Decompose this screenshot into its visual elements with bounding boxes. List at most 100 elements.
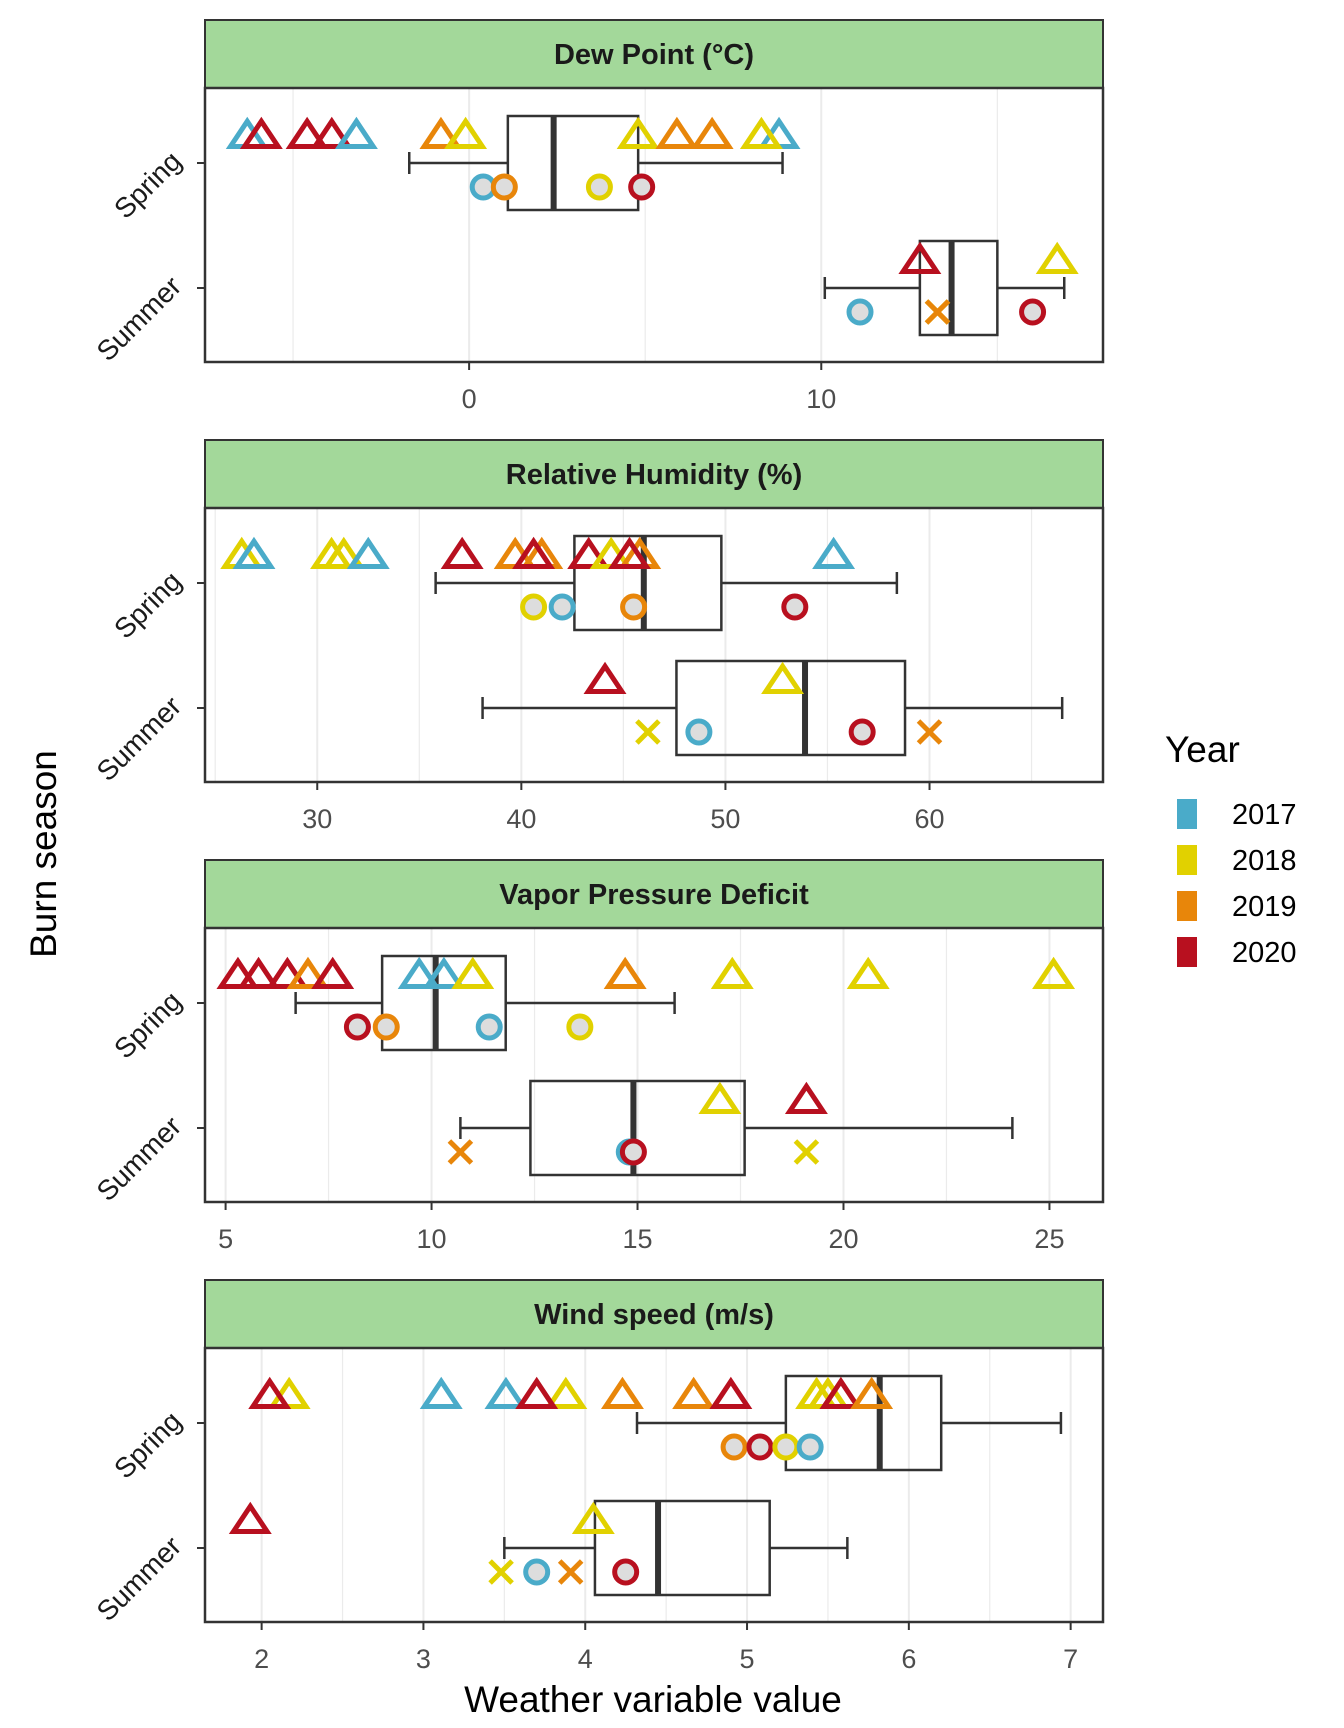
panel-border [203,1346,1105,1624]
x-tick-label: 15 [622,1224,652,1254]
legend-label: 2019 [1232,891,1297,923]
point-circle-2017 [685,718,713,746]
point-triangle-2017 [422,956,466,989]
x-tick-label: 6 [901,1644,916,1674]
point-cross-2018 [635,719,661,745]
panel-background [205,928,1103,1202]
panel-border [203,506,1105,784]
panel-background [205,1348,1103,1622]
point-triangle-2020 [239,116,283,149]
x-tick-label: 30 [302,804,332,834]
legend-label: 2017 [1232,799,1297,831]
facet-strip [204,19,1104,89]
point-triangle-2019 [655,116,699,149]
x-tick-label: 20 [828,1224,858,1254]
panel-border [203,86,1105,364]
cross-stroke [557,1559,584,1585]
x-tick-label: 10 [806,384,836,414]
point-triangle-2018 [846,956,890,989]
cross-stroke [488,1559,514,1585]
point-circle-2020 [746,1433,774,1461]
x-tick-label: 50 [710,804,740,834]
point-triangle-2018 [739,116,783,149]
point-triangle-2018 [1035,241,1079,274]
point-triangle-2017 [812,536,856,569]
point-triangle-2019 [286,956,330,989]
legend-label: 2018 [1232,845,1297,877]
point-triangle-2020 [248,1376,292,1409]
point-triangle-2020 [898,241,942,274]
point-triangle-2018 [616,116,660,149]
legend-title: Year [1165,729,1240,770]
box-iqr [506,114,640,212]
point-cross-2019 [447,1139,474,1165]
facet-title: Relative Humidity (%) [506,459,803,491]
point-circle-2020 [343,1013,371,1041]
point-circle-2020 [781,593,809,621]
point-cross-2019 [557,1559,584,1585]
point-triangle-2017 [419,1376,463,1409]
point-triangle-2020 [819,1376,863,1409]
y-category-label: Spring [108,145,187,224]
point-circle-2019 [490,173,518,201]
facet-panel: Relative Humidity (%) Spring Summer 30 40 50 6… [91,439,1105,834]
point-triangle-2020 [583,661,627,694]
point-circle-2018 [520,593,548,621]
facet-title: Dew Point (°C) [554,39,754,71]
panel-border [203,926,1105,1204]
facet-title: Vapor Pressure Deficit [499,879,809,911]
point-triangle-2019 [690,116,734,149]
y-category-label: Summer [91,1530,188,1627]
x-tick-label: 5 [218,1224,233,1254]
point-circle-2018 [772,1433,800,1461]
y-category-label: Summer [91,270,188,367]
legend-key-2020 [1177,937,1197,967]
point-triangle-2018 [698,1081,742,1114]
y-category-label: Summer [91,1110,188,1207]
x-tick-label: 3 [416,1644,431,1674]
cross-stroke [916,719,943,745]
cross-stroke [793,1139,820,1165]
box-iqr [593,1499,771,1597]
point-triangle-2017 [232,536,276,569]
point-circle-2019 [372,1013,400,1041]
point-circle-2020 [1019,298,1047,326]
boxplot-summer [503,1499,849,1597]
boxplot-summer [481,659,1064,757]
x-tick-label: 2 [254,1644,269,1674]
point-triangle-2020 [311,956,355,989]
x-tick-label: 7 [1063,1644,1078,1674]
legend-key-2019 [1177,891,1197,921]
facet-strip [204,859,1104,929]
facet-strip [204,439,1104,509]
point-triangle-2018 [571,1501,615,1534]
point-triangle-2017 [484,1376,528,1409]
point-circle-2017 [475,1013,503,1041]
point-circle-2019 [620,593,648,621]
legend: Year 2017 2018 2019 2020 [1165,729,1297,969]
point-triangle-2020 [265,956,309,989]
x-tick-label: 60 [914,804,944,834]
facet-panel: Wind speed (m/s) Spring Summer 2 3 4 5 6 7 [91,1279,1105,1674]
legend-key-2018 [1177,845,1197,875]
point-circle-2019 [720,1433,748,1461]
x-tick-label: 4 [578,1644,593,1674]
point-triangle-2018 [444,116,488,149]
point-cross-2018 [488,1559,514,1585]
point-triangle-2019 [600,1376,644,1409]
box-iqr [380,954,507,1052]
point-triangle-2018 [322,536,366,569]
box-iqr [784,1374,943,1472]
box-iqr [918,239,999,337]
point-triangle-2020 [285,116,329,149]
point-triangle-2020 [567,536,611,569]
point-circle-2020 [619,1138,647,1166]
point-circle-2017 [796,1433,824,1461]
x-axis-title: Weather variable value [464,1679,842,1720]
point-triangle-2019 [850,1376,894,1409]
x-tick-label: 40 [506,804,536,834]
point-triangle-2020 [709,1376,753,1409]
point-circle-2018 [566,1013,594,1041]
point-triangle-2017 [397,956,441,989]
